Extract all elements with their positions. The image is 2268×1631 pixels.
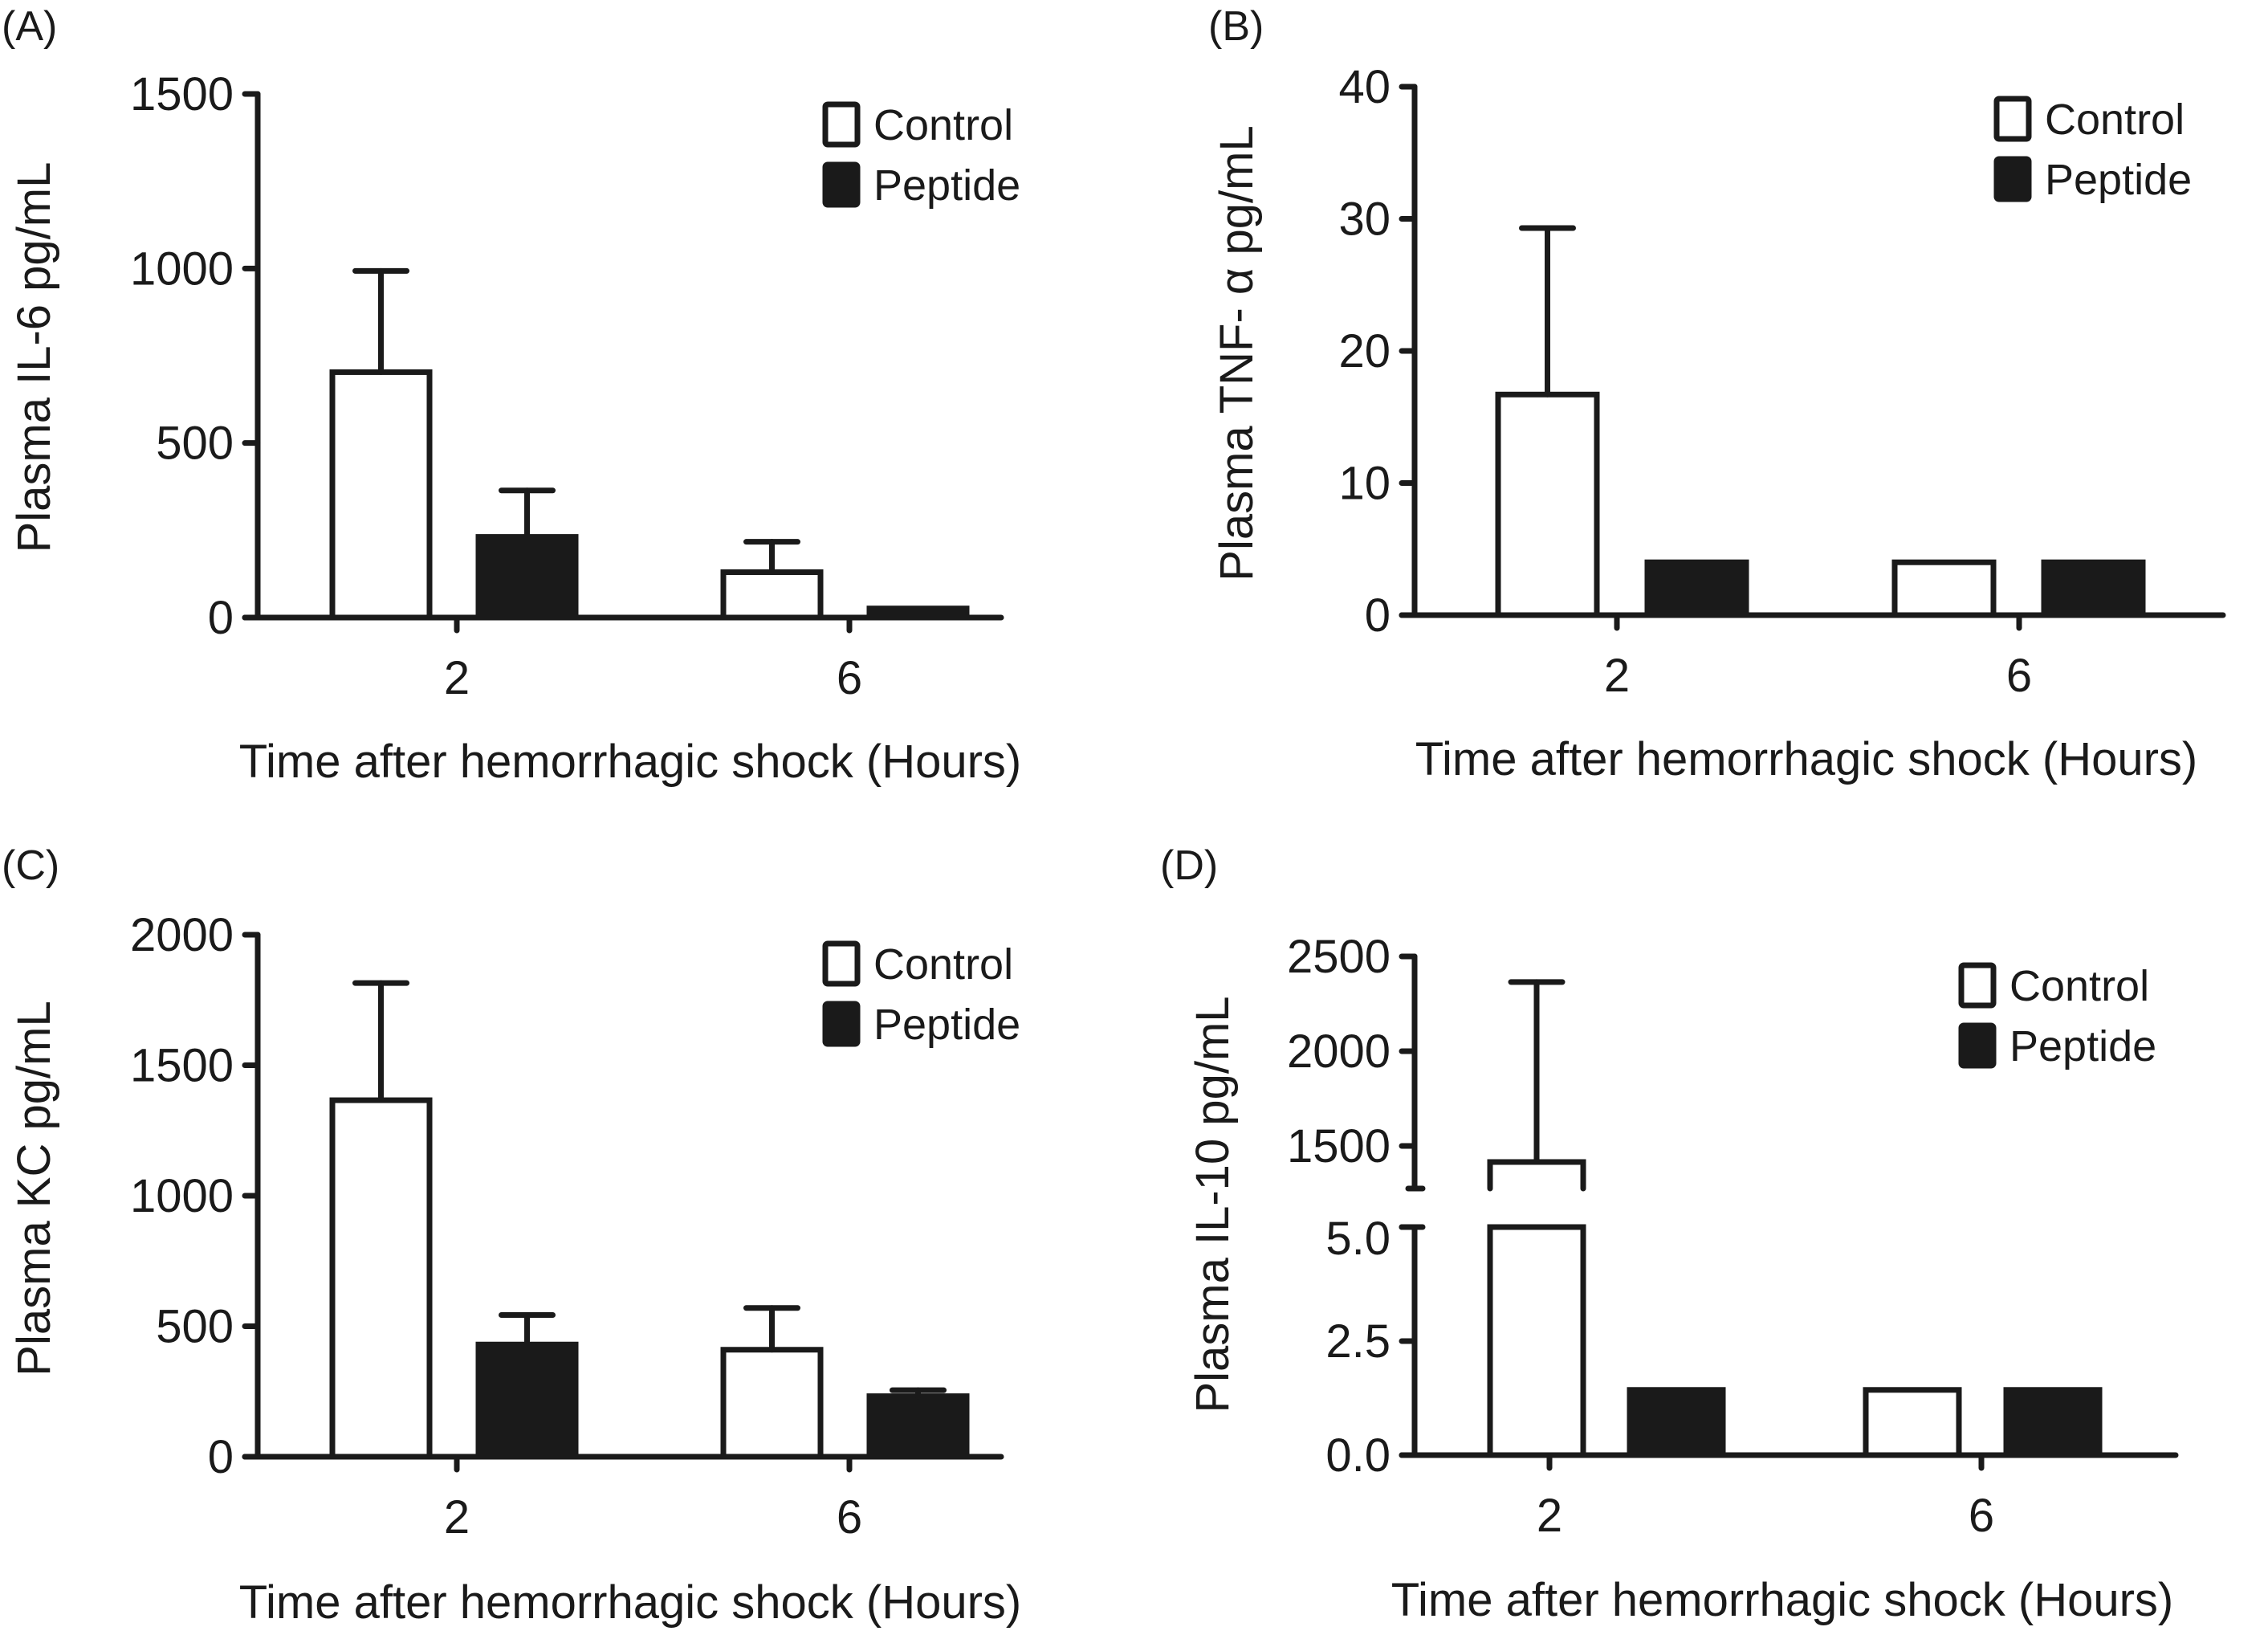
bar-peptide-6h (2041, 559, 2146, 618)
bar-control-2h (329, 369, 433, 621)
x-tick-label: 6 (1969, 1490, 1994, 1542)
y-tick-label: 30 (1338, 194, 1391, 246)
x-tick-label: 2 (444, 652, 470, 704)
legend-swatch-peptide (1993, 156, 2032, 202)
bar-peptide-2h (475, 1341, 579, 1460)
x-axis-title-c: Time after hemorrhagic shock (Hours) (239, 1576, 1021, 1629)
x-axis-title-b: Time after hemorrhagic shock (Hours) (1415, 733, 2197, 785)
y-tick-label: 10 (1338, 458, 1391, 510)
legend-label-peptide: Peptide (2045, 156, 2192, 204)
legend-label-peptide: Peptide (2009, 1022, 2156, 1070)
legend-swatch-peptide (822, 1001, 861, 1047)
bar-peptide-2h (1644, 559, 1749, 618)
legend-swatch-control (822, 101, 861, 148)
legend-label-control: Control (873, 101, 1013, 149)
legend-c: Control Peptide (822, 940, 1020, 1049)
y-tick-label: 500 (156, 418, 234, 470)
legend-swatch-control (822, 940, 861, 987)
y-tick-label: 1000 (130, 1170, 234, 1222)
legend-swatch-peptide (822, 161, 861, 208)
y-tick-label: 0 (208, 592, 234, 644)
legend-swatch-peptide (1958, 1022, 1997, 1069)
bars-a (329, 267, 970, 621)
x-tick-label: 2 (1604, 650, 1630, 702)
y-tick-label: 2000 (130, 909, 234, 961)
legend-a: Control Peptide (822, 101, 1020, 210)
legend-swatch-control (1958, 962, 1997, 1009)
y-tick-label: 20 (1338, 325, 1391, 377)
panel-a-il6-chart: (A) Plasma IL-6 pg/mL Time after hemorrh… (2, 3, 1021, 788)
bar-control-6h (720, 1347, 824, 1460)
legend-label-control: Control (873, 940, 1013, 989)
bars-b (1495, 225, 2146, 618)
y-axis-title-d: Plasma IL-10 pg/mL (1187, 996, 1239, 1413)
bars-c (329, 980, 970, 1460)
y-tick-label: 0 (1365, 589, 1391, 642)
panel-label-d: (D) (1160, 842, 1218, 889)
legend-label-control: Control (2009, 962, 2149, 1010)
bars-d (1487, 979, 2103, 1458)
bar-peptide-2h (475, 534, 579, 621)
legend-label-peptide: Peptide (873, 1001, 1020, 1049)
y-tick-label-upper: 1500 (1287, 1120, 1391, 1172)
y-ticks-a: 0 500 1000 1500 (130, 68, 261, 644)
x-tick-label: 2 (1537, 1490, 1562, 1542)
bar-top-outline (1487, 1159, 1586, 1192)
bar-control-6h (1891, 559, 1997, 618)
axes-c (242, 932, 1004, 1460)
x-axis-title-d: Time after hemorrhagic shock (Hours) (1391, 1574, 2173, 1626)
y-tick-label-upper: 2500 (1287, 931, 1391, 983)
y-axis-title-c: Plasma KC pg/mL (8, 1001, 60, 1376)
legend-label-peptide: Peptide (873, 161, 1020, 210)
y-tick-label: 1500 (130, 1040, 234, 1092)
x-tick-label: 2 (444, 1491, 470, 1543)
y-ticks-d: 0.0 2.5 5.0 1500 2000 2500 (1287, 931, 1418, 1482)
axes-b (1399, 84, 2226, 618)
bar-control-2h (1495, 391, 1600, 618)
y-tick-label: 1500 (130, 68, 234, 120)
panel-label-c: (C) (2, 842, 59, 889)
bar-peptide-6h (866, 1393, 970, 1460)
legend-b: Control Peptide (1993, 96, 2192, 204)
y-axis-title-a: Plasma IL-6 pg/mL (8, 162, 60, 553)
y-tick-label: 0 (208, 1431, 234, 1483)
bar-control-6h (720, 569, 824, 621)
legend-swatch-control (1993, 96, 2032, 142)
x-axis-title-a: Time after hemorrhagic shock (Hours) (239, 736, 1021, 788)
y-ticks-c: 0 500 1000 1500 2000 (130, 909, 261, 1483)
bar-peptide-6h (2003, 1387, 2103, 1458)
y-tick-label-upper: 2000 (1287, 1025, 1391, 1078)
y-tick-label-lower: 2.5 (1325, 1315, 1391, 1368)
axes-a (242, 91, 1004, 621)
legend-label-control: Control (2045, 96, 2185, 144)
panel-label-b: (B) (1208, 3, 1264, 50)
bar-control-2h (329, 1097, 433, 1460)
bar-control-2h (1487, 1159, 1586, 1458)
panel-label-a: (A) (2, 3, 57, 50)
y-tick-label-lower: 5.0 (1325, 1213, 1391, 1265)
panel-d-il10-chart: (D) Plasma IL-10 pg/mL Time after hemorr… (1160, 842, 2179, 1626)
y-tick-label: 40 (1338, 61, 1391, 113)
axes-d (1399, 953, 2179, 1458)
y-axis-title-b: Plasma TNF- α pg/mL (1211, 125, 1263, 581)
x-tick-label: 6 (837, 1491, 862, 1543)
x-tick-label: 6 (837, 652, 862, 704)
x-tick-label: 6 (2006, 650, 2032, 702)
y-tick-label-lower: 0.0 (1325, 1429, 1391, 1482)
bar-fill-lower (1487, 1224, 1586, 1458)
bar-peptide-2h (1627, 1387, 1726, 1458)
panel-c-kc-chart: (C) Plasma KC pg/mL Time after hemorrhag… (2, 842, 1021, 1629)
y-tick-label: 500 (156, 1301, 234, 1353)
y-tick-label: 1000 (130, 243, 234, 295)
panel-b-tnf-alpha-chart: (B) Plasma TNF- α pg/mL Time after hemor… (1208, 3, 2226, 785)
legend-d: Control Peptide (1958, 962, 2156, 1070)
y-ticks-b: 0 10 20 30 40 (1338, 61, 1418, 642)
bar-control-6h (1863, 1387, 1962, 1458)
